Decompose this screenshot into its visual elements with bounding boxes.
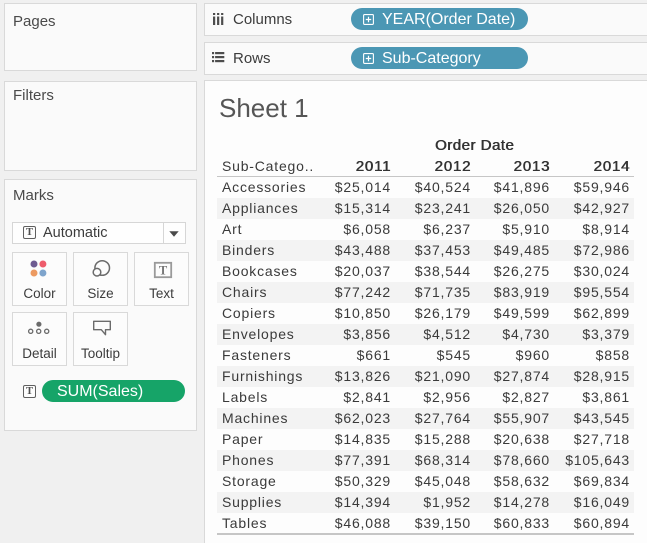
- svg-text:T: T: [159, 264, 168, 278]
